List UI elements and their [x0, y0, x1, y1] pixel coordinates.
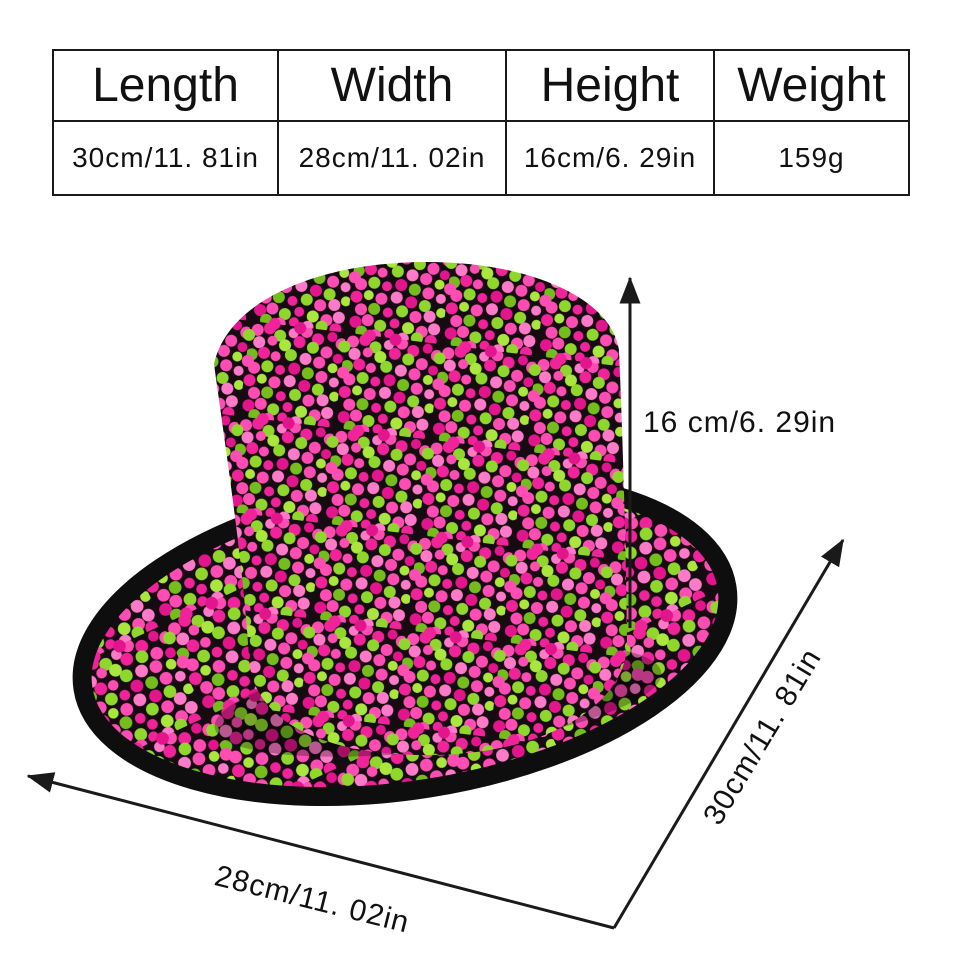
spec-table-header-row: Length Width Height Weight [52, 49, 910, 122]
spec-value-length: 30cm/11. 81in [52, 120, 279, 196]
spec-table: Length Width Height Weight 30cm/11. 81in… [52, 49, 910, 196]
spec-header-weight: Weight [713, 49, 910, 122]
hat-crown [214, 262, 628, 756]
spec-header-height: Height [505, 49, 715, 122]
spec-value-width: 28cm/11. 02in [277, 120, 507, 196]
length-arrow [612, 538, 845, 929]
sequin-top-hat-photo [72, 262, 738, 807]
width-arrow [26, 772, 615, 930]
spec-value-height: 16cm/6. 29in [505, 120, 715, 196]
spec-header-width: Width [277, 49, 507, 122]
spec-value-weight: 159g [713, 120, 910, 196]
spec-header-length: Length [52, 49, 279, 122]
height-dimension-label: 16 cm/6. 29in [643, 406, 837, 439]
dimension-arrows [26, 276, 845, 930]
spec-table-value-row: 30cm/11. 81in 28cm/11. 02in 16cm/6. 29in… [52, 120, 910, 196]
